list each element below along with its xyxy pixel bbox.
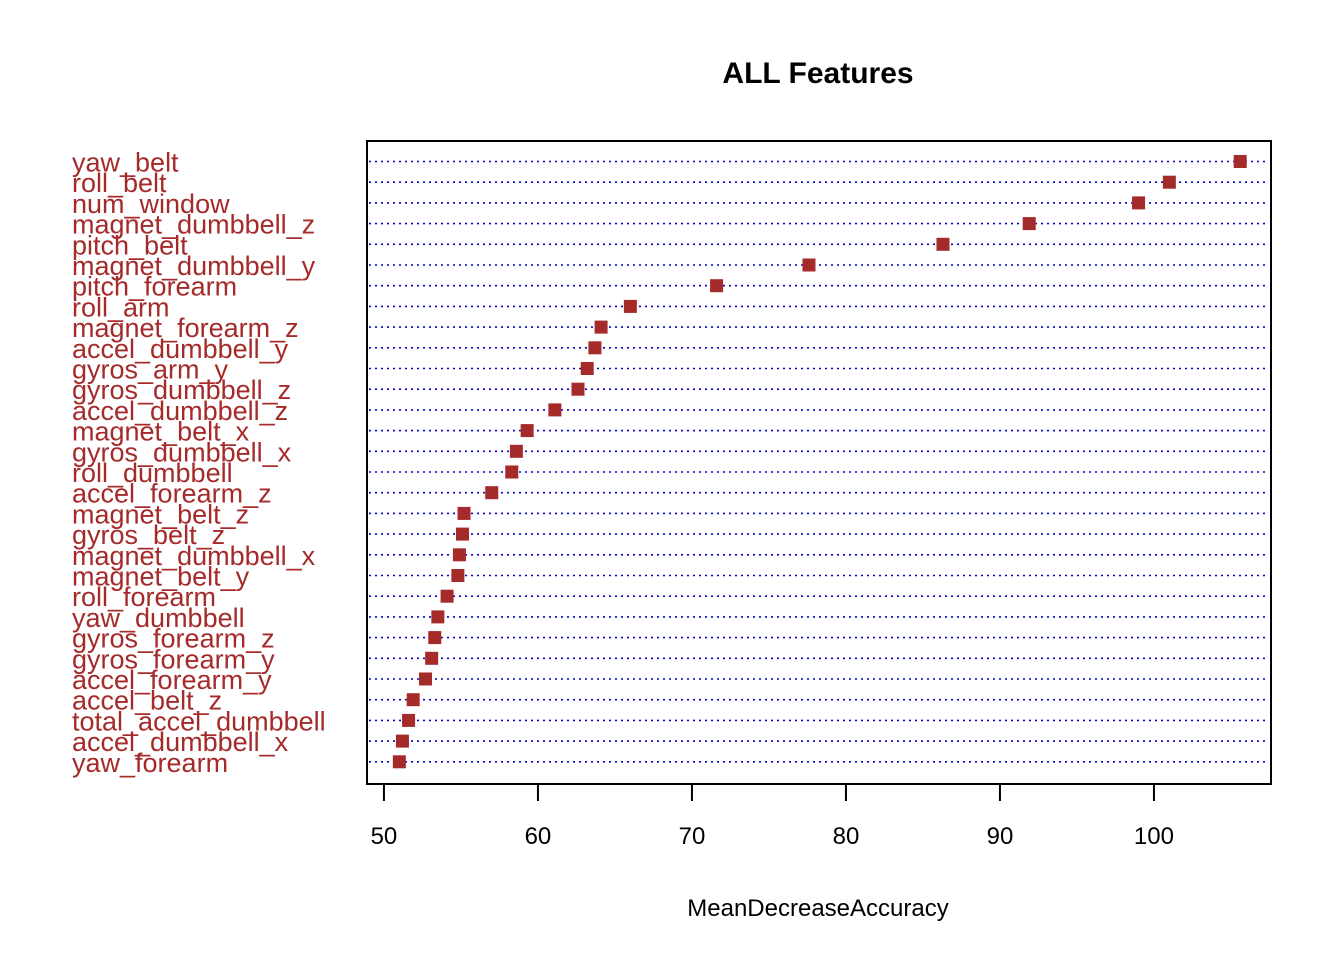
x-tick-label: 100 bbox=[1134, 823, 1174, 850]
category-label: gyros_forearm_y bbox=[72, 644, 275, 674]
category-label: roll_dumbbell bbox=[72, 458, 233, 488]
data-point bbox=[1233, 155, 1247, 168]
data-point bbox=[802, 258, 816, 272]
category-label: accel_forearm_z bbox=[72, 479, 272, 509]
data-point bbox=[505, 465, 519, 479]
category-label: accel_forearm_y bbox=[72, 665, 272, 695]
data-point bbox=[406, 693, 420, 707]
x-axis: 50 60 70 80 90 100 bbox=[371, 783, 1174, 850]
category-label: accel_belt_z bbox=[72, 686, 222, 716]
category-label: gyros_belt_z bbox=[72, 520, 225, 550]
data-point bbox=[452, 548, 466, 562]
category-label: num_window bbox=[72, 189, 230, 219]
x-tick-label: 80 bbox=[833, 823, 860, 850]
category-label: magnet_dumbbell_z bbox=[72, 210, 315, 240]
data-point bbox=[402, 713, 416, 727]
data-point bbox=[580, 362, 594, 375]
data-point bbox=[571, 382, 585, 396]
category-label: roll_forearm bbox=[72, 582, 216, 612]
category-label: yaw_belt bbox=[72, 148, 179, 178]
category-label: yaw_dumbbell bbox=[72, 603, 245, 633]
data-point bbox=[548, 403, 562, 417]
data-points bbox=[392, 155, 1247, 769]
category-label: accel_dumbbell_z bbox=[72, 396, 288, 426]
category-label: gyros_dumbbell_x bbox=[72, 437, 292, 467]
category-label: magnet_forearm_z bbox=[72, 313, 299, 343]
data-point bbox=[936, 237, 950, 251]
data-point bbox=[455, 527, 469, 541]
data-point bbox=[457, 506, 471, 520]
category-label: magnet_dumbbell_x bbox=[72, 541, 316, 571]
data-point bbox=[428, 631, 442, 645]
category-label: magnet_dumbbell_y bbox=[72, 251, 316, 281]
data-point bbox=[509, 444, 523, 458]
chart-title: ALL Features bbox=[722, 57, 913, 90]
x-tick-label: 60 bbox=[525, 823, 552, 850]
data-point bbox=[623, 299, 637, 313]
category-label: magnet_belt_z bbox=[72, 499, 249, 529]
category-label: roll_arm bbox=[72, 292, 170, 322]
data-point bbox=[451, 569, 465, 582]
category-labels: yaw_beltroll_beltnum_windowmagnet_dumbbe… bbox=[72, 148, 326, 778]
data-point bbox=[594, 320, 608, 334]
data-point bbox=[431, 610, 445, 624]
category-label: pitch_belt bbox=[72, 230, 188, 260]
category-label: gyros_dumbbell_z bbox=[72, 375, 291, 405]
data-point bbox=[1132, 196, 1146, 210]
category-label: gyros_forearm_z bbox=[72, 624, 275, 654]
category-label: accel_dumbbell_x bbox=[72, 727, 289, 757]
category-label: magnet_belt_y bbox=[72, 562, 250, 592]
data-point bbox=[1162, 175, 1176, 189]
category-label: pitch_forearm bbox=[72, 272, 237, 302]
data-point bbox=[395, 734, 409, 748]
category-label: gyros_arm_y bbox=[72, 355, 229, 385]
x-axis-label: MeanDecreaseAccuracy bbox=[687, 895, 948, 922]
data-point bbox=[392, 755, 406, 769]
data-point bbox=[425, 651, 439, 665]
data-point bbox=[485, 486, 499, 500]
data-point bbox=[710, 279, 724, 293]
category-label: roll_belt bbox=[72, 168, 167, 198]
data-point bbox=[419, 672, 433, 686]
category-label: magnet_belt_x bbox=[72, 417, 250, 447]
data-point bbox=[1022, 217, 1036, 231]
x-tick-label: 70 bbox=[679, 823, 706, 850]
data-point bbox=[588, 341, 602, 355]
category-label: accel_dumbbell_y bbox=[72, 334, 289, 364]
x-tick-label: 50 bbox=[371, 823, 398, 850]
category-label: total_accel_dumbbell bbox=[72, 706, 326, 736]
grid-lines bbox=[369, 160, 1269, 763]
data-point bbox=[520, 424, 534, 438]
data-point bbox=[440, 589, 454, 603]
x-tick-label: 90 bbox=[987, 823, 1014, 850]
category-label: yaw_forearm bbox=[72, 748, 228, 778]
plot-frame bbox=[366, 140, 1272, 785]
